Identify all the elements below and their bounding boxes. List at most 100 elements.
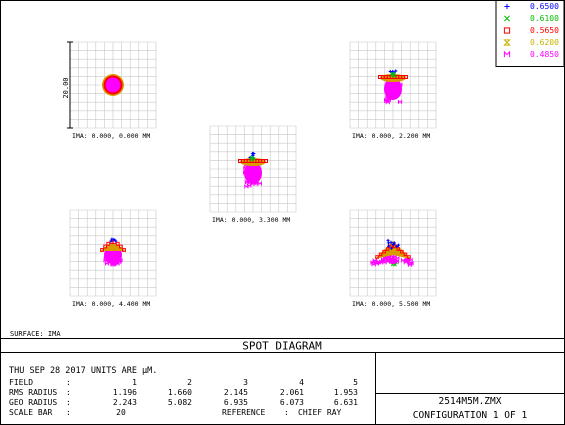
- spot-marker: [389, 246, 394, 250]
- spot-marker: [395, 92, 400, 97]
- spot-marker: [382, 249, 386, 254]
- legend-wavelength: 0.4850: [530, 50, 559, 59]
- file-name: 2514M5M.ZMX: [439, 396, 502, 407]
- spot-marker: [381, 258, 386, 263]
- spot-marker: [398, 82, 403, 87]
- spot-marker: [403, 259, 408, 265]
- legend-marker-icon: [503, 27, 511, 34]
- legend-marker-icon: [504, 15, 510, 22]
- spot-marker: [385, 83, 390, 88]
- row-label-rms: RMS RADIUS: [9, 388, 57, 397]
- spot-marker: [374, 260, 379, 266]
- spot-marker: [252, 172, 257, 177]
- legend-entry: 0.6500: [504, 2, 559, 11]
- spot-marker: [390, 83, 395, 88]
- spot-marker: [394, 69, 398, 73]
- spot-marker: [122, 248, 126, 252]
- chart-title: SPOT DIAGRAM: [242, 340, 322, 353]
- reference-colon: :: [284, 408, 289, 417]
- spot-marker: [112, 238, 116, 242]
- spot-marker: [103, 255, 108, 261]
- spot-cloud: [378, 69, 408, 105]
- spot-marker: [110, 237, 114, 241]
- row-label-geo: GEO RADIUS: [9, 398, 57, 407]
- spot-panels: IMA: 0.000, 0.000 MM IMA: 0.000, 2.200 MM…: [69, 41, 437, 308]
- spot-panel-field-3: IMA: 0.000, 3.300 MM: [209, 125, 297, 224]
- spot-marker: [400, 249, 404, 254]
- table-cell-geo-radius: 5.082: [168, 398, 192, 407]
- spot-marker: [247, 172, 252, 178]
- table-cell-rms-radius: 1.953: [334, 388, 358, 397]
- reference-label: REFERENCE: [222, 408, 266, 417]
- spot-cloud: [100, 237, 126, 267]
- spot-marker: [384, 98, 389, 103]
- spot-marker: [255, 165, 260, 170]
- spot-marker: [407, 255, 411, 259]
- table-cell-rms-radius: 1.196: [113, 388, 137, 397]
- table-cell-rms-radius: 2.061: [280, 388, 304, 397]
- spot-field-label: IMA: 0.000, 0.000 MM: [72, 132, 150, 140]
- spot-marker: [115, 261, 120, 266]
- spot-cloud: [102, 74, 124, 96]
- spot-marker: [396, 247, 401, 251]
- table-cell-field: 2: [187, 378, 192, 387]
- spot-marker: [246, 168, 251, 174]
- spot-marker: [392, 241, 396, 245]
- table-cells: 1 2 3 4 5 1.196 1.660 2.145 2.061 1.953 2.243 5.082…: [113, 378, 358, 407]
- spot-marker: [389, 240, 393, 244]
- table-cell-field: 5: [353, 378, 358, 387]
- row-label-field: FIELD: [9, 378, 33, 387]
- spot-marker: [111, 256, 116, 261]
- spot-marker: [110, 259, 115, 264]
- legend-wavelength: 0.6500: [530, 2, 559, 11]
- spot-marker: [257, 181, 262, 186]
- configuration-label: CONFIGURATION 1 OF 1: [413, 410, 528, 421]
- spot-marker: [392, 254, 397, 259]
- spot-cloud: [370, 238, 414, 267]
- spot-panel-field-4: IMA: 0.000, 4.400 MM: [69, 209, 157, 308]
- spot-marker: [385, 95, 390, 100]
- spot-marker: [110, 262, 115, 267]
- spot-marker: [409, 260, 414, 266]
- spot-marker: [243, 165, 248, 170]
- spot-marker: [100, 248, 104, 252]
- spot-marker: [243, 170, 249, 175]
- spot-field-label: IMA: 0.000, 2.200 MM: [352, 132, 430, 140]
- spot-panel-field-2: IMA: 0.000, 2.200 MM: [349, 41, 437, 140]
- spot-marker: [257, 168, 262, 173]
- row-label-scale: SCALE BAR: [9, 408, 53, 417]
- spot-marker: [406, 256, 411, 261]
- table-cell-rms-radius: 2.145: [224, 388, 248, 397]
- row-colon-field: :: [66, 378, 71, 387]
- table-cell-geo-radius: 2.243: [113, 398, 137, 407]
- spot-field-label: IMA: 0.000, 3.300 MM: [212, 216, 290, 224]
- spot-marker: [403, 252, 408, 257]
- legend-entry: 0.6200: [503, 38, 559, 47]
- table-cell-geo-radius: 6.631: [334, 398, 358, 407]
- legend-wavelength: 0.6200: [530, 38, 559, 47]
- scale-bar: 20.00: [62, 41, 73, 129]
- spot-marker: [251, 180, 256, 185]
- spot-marker: [252, 157, 256, 161]
- table-cell-geo-radius: 6.073: [280, 398, 304, 407]
- reference-value: CHIEF RAY: [298, 408, 342, 417]
- table-cell-field: 4: [299, 378, 304, 387]
- spot-wing-620: [375, 241, 411, 259]
- spot-field-label: IMA: 0.000, 4.400 MM: [72, 300, 150, 308]
- spot-marker: [254, 177, 259, 182]
- legend-entry: 0.5650: [503, 26, 559, 35]
- row-colon-geo: :: [66, 398, 71, 407]
- legend-entry: 0.6100: [504, 14, 559, 23]
- spot-marker: [397, 99, 403, 104]
- spot-marker: [104, 261, 109, 266]
- spot-core-485: [388, 258, 398, 264]
- spot-marker: [244, 183, 249, 189]
- spot-marker: [249, 155, 254, 159]
- spot-marker: [386, 238, 390, 243]
- spot-cloud: [238, 151, 268, 189]
- row-colon-scale: :: [66, 408, 71, 417]
- table-cell-field: 3: [243, 378, 248, 387]
- spot-panel-field-5: IMA: 0.000, 5.500 MM: [349, 209, 437, 308]
